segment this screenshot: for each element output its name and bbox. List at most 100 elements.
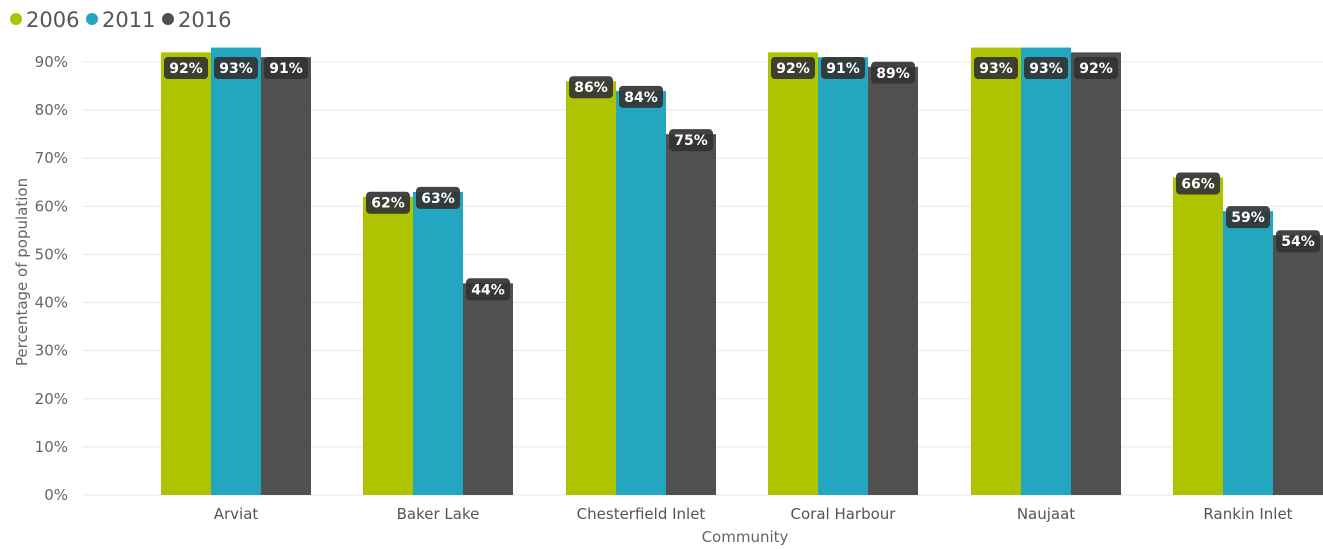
legend-item: 2016: [162, 8, 231, 32]
data-label-text: 92%: [1079, 61, 1113, 77]
data-label-box: [619, 85, 663, 108]
bar: [1021, 47, 1071, 496]
data-label-box: [466, 278, 510, 301]
data-label: 92%: [164, 57, 208, 79]
bar: [161, 52, 211, 495]
y-tick-label: 0%: [44, 486, 68, 504]
bar: [463, 283, 513, 495]
data-label: 86%: [569, 76, 613, 99]
data-label-box: [1074, 57, 1118, 79]
y-tick-label: 20%: [35, 390, 68, 408]
data-label-text: 63%: [421, 191, 455, 207]
data-label-box: [569, 76, 613, 99]
bar: [1223, 211, 1273, 495]
data-label-text: 92%: [169, 61, 203, 77]
data-label-box: [669, 129, 713, 152]
bar: [211, 47, 261, 496]
data-label-text: 93%: [219, 61, 253, 77]
bar: [616, 90, 666, 495]
data-label-text: 62%: [371, 196, 405, 212]
data-label: 93%: [1024, 57, 1068, 79]
category-label: Coral Harbour: [791, 505, 897, 523]
y-tick-label: 10%: [35, 438, 68, 456]
x-axis-title: Community: [702, 528, 789, 546]
data-label-text: 84%: [624, 90, 658, 106]
category-label: Rankin Inlet: [1203, 505, 1292, 523]
data-label-box: [821, 57, 865, 79]
bar: [1273, 235, 1323, 495]
x-axis-categories: Arviat Baker Lake Chesterfield Inlet Coral …: [214, 505, 1293, 523]
data-label-text: 91%: [826, 61, 860, 77]
data-label: 91%: [821, 57, 865, 79]
category-label: Baker Lake: [397, 505, 480, 523]
data-label: 92%: [1074, 57, 1118, 79]
data-label-text: 92%: [776, 61, 810, 77]
y-tick-label: 90%: [35, 53, 68, 71]
data-label: 92%: [771, 57, 815, 79]
y-tick-label: 60%: [35, 197, 68, 215]
data-label-text: 93%: [1029, 61, 1063, 77]
data-label-text: 91%: [269, 61, 303, 77]
legend-label: 2016: [178, 8, 231, 32]
legend-swatch: [10, 13, 22, 25]
data-label: 62%: [366, 191, 410, 214]
bar: [666, 134, 716, 495]
bar: [261, 57, 311, 495]
y-tick-label: 70%: [35, 149, 68, 167]
data-label: 44%: [466, 278, 510, 301]
data-label-text: 86%: [574, 80, 608, 96]
category-label: Chesterfield Inlet: [577, 505, 706, 523]
data-label-box: [871, 61, 915, 84]
y-tick-label: 40%: [35, 294, 68, 312]
data-label: 89%: [871, 61, 915, 84]
bar: [363, 196, 413, 495]
category-label: Naujaat: [1017, 505, 1075, 523]
bars: [161, 47, 1323, 496]
y-tick-label: 30%: [35, 342, 68, 360]
bar: [1071, 52, 1121, 495]
bar: [413, 191, 463, 495]
category-label: Arviat: [214, 505, 259, 523]
data-label: 59%: [1226, 206, 1270, 229]
bar: [818, 57, 868, 495]
data-label-box: [366, 191, 410, 214]
data-label-text: 44%: [471, 282, 505, 298]
legend-swatch: [86, 13, 98, 25]
bar: [566, 81, 616, 495]
data-label-text: 66%: [1181, 176, 1215, 192]
y-axis-ticks: 0% 10% 20% 30% 40% 50% 60% 70% 80% 90%: [35, 53, 68, 504]
y-axis-title: Percentage of population: [13, 178, 31, 366]
data-label: 66%: [1176, 172, 1220, 195]
legend-label: 2006: [26, 8, 79, 32]
data-label-box: [1226, 206, 1270, 229]
data-label: 93%: [214, 57, 258, 79]
data-label-box: [164, 57, 208, 79]
data-label-box: [416, 186, 460, 209]
y-tick-label: 80%: [35, 101, 68, 119]
data-label: 84%: [619, 85, 663, 108]
data-label-box: [974, 57, 1018, 79]
data-label-box: [1024, 57, 1068, 79]
data-label-box: [1176, 172, 1220, 195]
bar: [868, 66, 918, 496]
data-label-text: 75%: [674, 133, 708, 149]
data-label: 75%: [669, 129, 713, 152]
data-label-text: 54%: [1281, 234, 1315, 250]
legend: 2006 2011 2016: [10, 8, 231, 32]
data-label: 63%: [416, 186, 460, 209]
data-label: 93%: [974, 57, 1018, 79]
data-label-box: [264, 57, 308, 79]
data-label-text: 89%: [876, 66, 910, 82]
y-tick-label: 50%: [35, 245, 68, 263]
bar: [1173, 177, 1223, 495]
data-label: 54%: [1276, 230, 1320, 253]
legend-item: 2011: [86, 8, 155, 32]
data-label-box: [1276, 230, 1320, 253]
bar: [971, 47, 1021, 496]
legend-swatch: [162, 13, 174, 25]
legend-label: 2011: [102, 8, 155, 32]
data-label-box: [214, 57, 258, 79]
legend-item: 2006: [10, 8, 79, 32]
data-label-text: 93%: [979, 61, 1013, 77]
